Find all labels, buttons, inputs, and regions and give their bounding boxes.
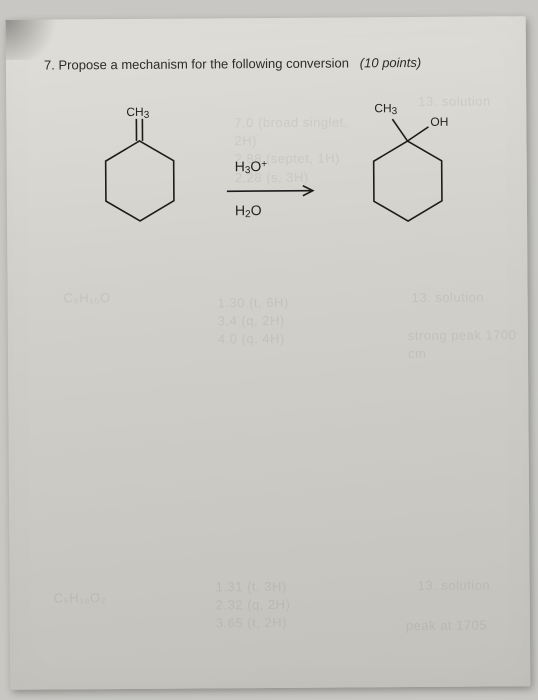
worksheet-page: 7. Propose a mechanism for the following… xyxy=(6,16,531,690)
methyl-label: CH3 xyxy=(126,105,149,121)
ch-sub: 3 xyxy=(144,110,150,121)
question-number: 7. xyxy=(44,57,55,72)
reagent-bottom: H2O xyxy=(235,202,262,220)
hydroxyl-label: OH xyxy=(430,115,448,129)
product-svg xyxy=(352,95,473,236)
arrow-line xyxy=(227,191,311,192)
ghost-text: 1.30 (t, 6H)3.4 (q, 2H)4.0 (q, 4H) xyxy=(218,294,289,349)
question-line: 7. Propose a mechanism for the following… xyxy=(44,55,421,73)
reagent-o2: O xyxy=(251,202,262,218)
corner-shadow xyxy=(6,19,66,59)
ghost-text: 13. solution xyxy=(418,92,491,111)
cyclohexane-ring xyxy=(106,141,175,221)
ghost-text: 7.0 (broad singlet,2H)2.88 (septet, 1H)2… xyxy=(234,113,348,187)
ch-sub-p: 3 xyxy=(392,106,398,117)
ghost-text: 13. solution xyxy=(412,288,485,307)
oh-text: OH xyxy=(430,115,448,129)
ghost-text: C₅H₁₀O₂ xyxy=(54,589,107,608)
ghost-text: 1.31 (t, 3H)2.32 (q, 2H)3.65 (t, 2H) xyxy=(216,578,291,633)
reactant-svg xyxy=(84,105,195,236)
ghost-container: C₆H₁₀O7.0 (broad singlet,2H)2.88 (septet… xyxy=(6,16,526,20)
ghost-text: strong peak 1700 cm xyxy=(408,326,528,363)
bond-ch3 xyxy=(392,119,407,141)
ch-text: CH xyxy=(126,105,143,119)
ghost-text: peak at 1705 xyxy=(406,616,487,635)
ghost-text: 13. solution xyxy=(418,576,491,595)
cyclohexane-ring-p xyxy=(374,141,443,221)
question-text: Propose a mechanism for the following co… xyxy=(58,55,349,72)
reagent-h2: H xyxy=(235,202,245,218)
product-structure: CH3 OH xyxy=(352,94,513,255)
product-methyl-label: CH3 xyxy=(374,101,397,117)
reactant-structure: CH3 xyxy=(84,104,235,255)
bond-oh xyxy=(407,127,428,141)
question-points: (10 points) xyxy=(360,55,422,70)
ghost-text: C₆H₁₀O xyxy=(64,289,111,308)
ch-text-p: CH xyxy=(374,101,391,115)
